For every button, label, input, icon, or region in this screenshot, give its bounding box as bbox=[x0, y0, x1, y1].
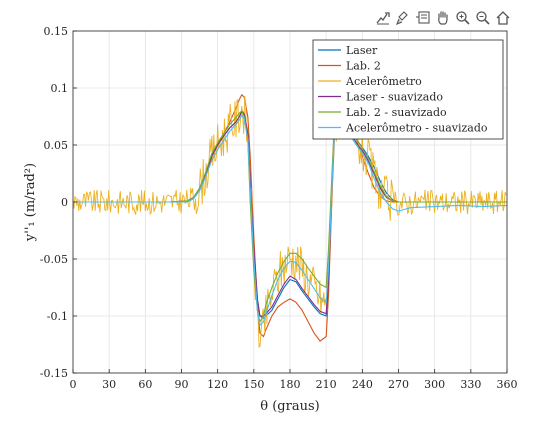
x-tick-label: 30 bbox=[102, 378, 116, 391]
y-tick-label: -0.15 bbox=[40, 367, 68, 380]
x-tick-label: 180 bbox=[280, 378, 301, 391]
ticks: 0 30 60 90 120 150 180 210 240 270 300 330 360 0.15 0.… bbox=[40, 25, 518, 391]
series-line bbox=[73, 96, 507, 349]
pan-hand-icon[interactable] bbox=[434, 9, 452, 27]
legend-label: Acelerômetro - suavizado bbox=[345, 122, 488, 135]
y-tick-label: 0.15 bbox=[44, 25, 69, 38]
x-tick-label: 210 bbox=[316, 378, 337, 391]
series-line bbox=[73, 110, 507, 317]
axes-toolbar bbox=[374, 9, 512, 27]
x-tick-label: 240 bbox=[352, 378, 373, 391]
y-tick-label: 0.1 bbox=[51, 82, 69, 95]
datatip-icon[interactable] bbox=[414, 9, 432, 27]
series-line bbox=[73, 107, 507, 324]
zoom-in-icon[interactable] bbox=[454, 9, 472, 27]
legend-label: Laser bbox=[346, 44, 378, 57]
y-tick-label: -0.05 bbox=[40, 253, 68, 266]
x-tick-label: 330 bbox=[460, 378, 481, 391]
x-tick-label: 150 bbox=[243, 378, 264, 391]
legend-label: Lab. 2 - suavizado bbox=[346, 106, 447, 119]
x-axis-label: θ (graus) bbox=[260, 399, 319, 414]
legend-box bbox=[312, 39, 504, 140]
export-icon[interactable] bbox=[374, 9, 392, 27]
plot-lines bbox=[73, 93, 507, 349]
legend[interactable]: Laser Lab. 2 Acelerômetro Laser - suavizado… bbox=[312, 39, 504, 140]
zoom-out-icon[interactable] bbox=[474, 9, 492, 27]
legend-label: Acelerômetro bbox=[345, 75, 422, 88]
brush-icon[interactable] bbox=[394, 9, 412, 27]
x-tick-label: 300 bbox=[424, 378, 445, 391]
x-tick-label: 60 bbox=[138, 378, 152, 391]
y-tick-label: 0 bbox=[61, 196, 68, 209]
legend-label: Lab. 2 bbox=[346, 60, 381, 73]
legend-label: Laser - suavizado bbox=[346, 91, 443, 104]
x-tick-label: 360 bbox=[497, 378, 518, 391]
y-tick-label: 0.05 bbox=[44, 139, 69, 152]
y-axis-label: y''₁ (m/rad²) bbox=[23, 163, 38, 242]
series-line bbox=[73, 114, 507, 327]
x-tick-label: 270 bbox=[388, 378, 409, 391]
y-tick-label: -0.1 bbox=[47, 310, 68, 323]
home-icon[interactable] bbox=[494, 9, 512, 27]
x-tick-label: 0 bbox=[70, 378, 77, 391]
x-tick-label: 120 bbox=[207, 378, 228, 391]
x-tick-label: 90 bbox=[175, 378, 189, 391]
